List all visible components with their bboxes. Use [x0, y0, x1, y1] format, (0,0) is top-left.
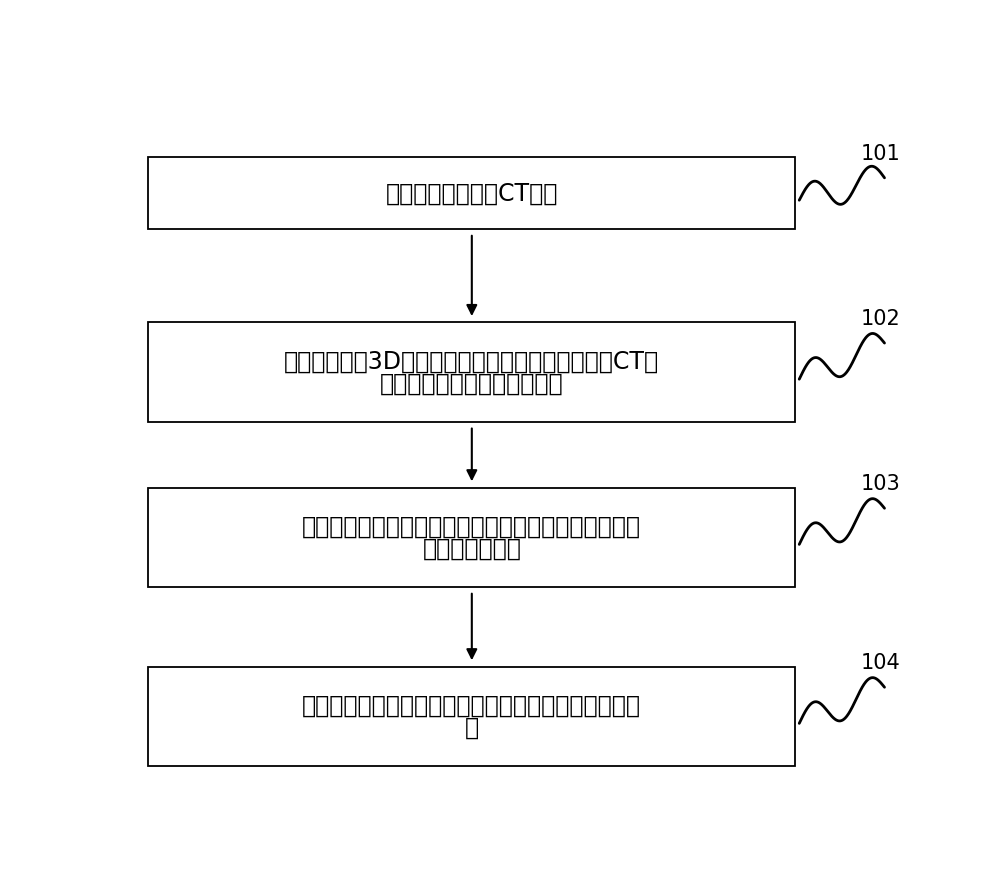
FancyBboxPatch shape: [148, 157, 795, 230]
FancyBboxPatch shape: [148, 323, 795, 422]
Text: 将识别出的感兴趣区域的各个体素点进行连通，得到连: 将识别出的感兴趣区域的各个体素点进行连通，得到连: [302, 515, 641, 538]
Text: 径: 径: [465, 715, 479, 739]
Text: 计算识别出的感兴趣区域的体积、最大扩张方向和最大: 计算识别出的感兴趣区域的体积、最大扩张方向和最大: [302, 694, 641, 718]
Text: 通过已训练的3D卷积神经网络，识别待识别的三维CT图: 通过已训练的3D卷积神经网络，识别待识别的三维CT图: [284, 350, 659, 374]
Text: 获取待识别的三维CT图像: 获取待识别的三维CT图像: [386, 181, 558, 206]
FancyBboxPatch shape: [148, 667, 795, 766]
Text: 像中属于感兴趣区域的体素点: 像中属于感兴趣区域的体素点: [380, 371, 564, 395]
Text: 104: 104: [861, 654, 900, 673]
Text: 102: 102: [861, 309, 900, 329]
Text: 101: 101: [861, 144, 900, 164]
Text: 通的感兴趣区域: 通的感兴趣区域: [422, 536, 521, 561]
FancyBboxPatch shape: [148, 487, 795, 587]
Text: 103: 103: [861, 475, 900, 494]
